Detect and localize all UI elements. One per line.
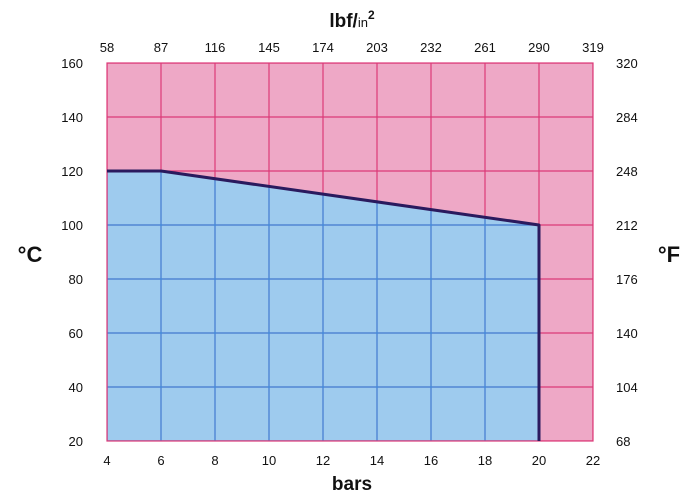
right-tick-label: 284 (616, 110, 638, 125)
bottom-tick-label: 10 (262, 453, 276, 468)
left-tick-label: 60 (69, 326, 83, 341)
bottom-tick-label: 22 (586, 453, 600, 468)
right-tick-label: 248 (616, 164, 638, 179)
left-tick-label: 140 (61, 110, 83, 125)
top-tick-label: 261 (474, 40, 496, 55)
bottom-tick-label: 20 (532, 453, 546, 468)
right-tick-label: 104 (616, 380, 638, 395)
bottom-tick-label: 6 (157, 453, 164, 468)
bottom-tick-label: 18 (478, 453, 492, 468)
bottom-tick-label: 4 (103, 453, 110, 468)
top-tick-label: 290 (528, 40, 550, 55)
top-tick-label: 174 (312, 40, 334, 55)
bottom-axis-title: bars (332, 474, 372, 495)
top-tick-label: 87 (154, 40, 168, 55)
bottom-tick-label: 8 (211, 453, 218, 468)
left-tick-label: 80 (69, 272, 83, 287)
right-tick-label: 212 (616, 218, 638, 233)
left-tick-label: 100 (61, 218, 83, 233)
grid-inside (107, 171, 539, 441)
top-axis-title: lbf/in2 (329, 8, 375, 32)
top-tick-label: 58 (100, 40, 114, 55)
left-axis-title: °C (18, 242, 43, 267)
right-tick-label: 176 (616, 272, 638, 287)
left-tick-labels: 20 40 60 80 100 120 140 160 (61, 56, 83, 449)
left-tick-label: 20 (69, 434, 83, 449)
left-tick-label: 40 (69, 380, 83, 395)
right-tick-label: 320 (616, 56, 638, 71)
top-tick-label: 145 (258, 40, 280, 55)
top-tick-labels: 58 87 116 145 174 203 232 261 290 319 (100, 40, 604, 55)
boundary-line (107, 169, 541, 441)
top-tick-label: 232 (420, 40, 442, 55)
right-tick-label: 140 (616, 326, 638, 341)
bottom-tick-label: 12 (316, 453, 330, 468)
right-axis-title: °F (658, 242, 680, 267)
right-tick-labels: 68 104 140 176 212 248 284 320 (616, 56, 638, 449)
bottom-tick-labels: 4 6 8 10 12 14 16 18 20 22 (103, 453, 600, 468)
bottom-tick-label: 14 (370, 453, 384, 468)
left-tick-label: 160 (61, 56, 83, 71)
right-tick-label: 68 (616, 434, 630, 449)
bottom-tick-label: 16 (424, 453, 438, 468)
top-tick-label: 116 (205, 40, 226, 55)
top-tick-label: 203 (366, 40, 388, 55)
plot-border (106, 62, 594, 442)
top-tick-label: 319 (582, 40, 604, 55)
left-tick-label: 120 (61, 164, 83, 179)
